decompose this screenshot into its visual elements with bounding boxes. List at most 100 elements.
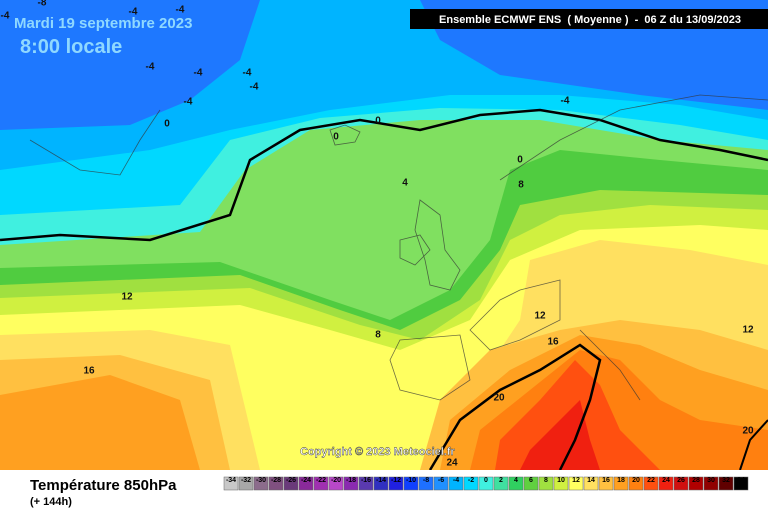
scale-swatch bbox=[673, 476, 689, 491]
scale-label: 4 bbox=[514, 477, 518, 484]
scale-label: 34 bbox=[737, 477, 745, 484]
contour-label: -4 bbox=[129, 7, 138, 18]
scale-swatch bbox=[688, 476, 704, 491]
lead-time: (+ 144h) bbox=[30, 496, 72, 508]
scale-label: 22 bbox=[647, 477, 655, 484]
scale-swatch bbox=[418, 476, 434, 491]
scale-label: -34 bbox=[226, 477, 236, 484]
contour-label: 4 bbox=[402, 178, 408, 189]
model-box bbox=[410, 9, 768, 29]
scale-label: 2 bbox=[499, 477, 503, 484]
scale-label: -24 bbox=[301, 477, 311, 484]
contour-label: -4 bbox=[176, 5, 185, 16]
scale-swatch bbox=[463, 476, 479, 491]
variable-title: Température 850hPa bbox=[30, 477, 177, 494]
scale-swatch bbox=[373, 476, 389, 491]
scale-label: 28 bbox=[692, 477, 700, 484]
contour-label: 20 bbox=[742, 426, 754, 437]
forecast-date: Mardi 19 septembre 2023 bbox=[14, 15, 192, 32]
scale-swatch bbox=[733, 476, 749, 491]
map-field bbox=[0, 0, 768, 471]
scale-label: 10 bbox=[557, 477, 565, 484]
scale-label: -4 bbox=[453, 477, 459, 484]
scale-swatch bbox=[508, 476, 524, 491]
contour-label: -4 bbox=[243, 68, 252, 79]
scale-swatch bbox=[433, 476, 449, 491]
scale-swatch bbox=[358, 476, 374, 491]
contour-label: -4 bbox=[194, 68, 203, 79]
scale-swatch bbox=[478, 476, 494, 491]
contour-label: -4 bbox=[561, 96, 570, 107]
scale-swatch bbox=[523, 476, 539, 491]
scale-label: 14 bbox=[587, 477, 595, 484]
contour-label: 12 bbox=[534, 311, 546, 322]
scale-swatch bbox=[238, 476, 254, 491]
contour-label: -8 bbox=[38, 0, 47, 9]
scale-swatch bbox=[538, 476, 554, 491]
contour-label: 24 bbox=[446, 458, 458, 469]
contour-label: 16 bbox=[83, 366, 95, 377]
contour-label: -4 bbox=[146, 62, 155, 73]
scale-label: -14 bbox=[376, 477, 386, 484]
color-scale: -34 -32 -30 -28 -26 -24 -22 -20 -18 -16 -14 -12 -10-… bbox=[223, 476, 749, 491]
contour-label: -4 bbox=[184, 97, 193, 108]
scale-swatch bbox=[343, 476, 359, 491]
scale-swatch bbox=[298, 476, 314, 491]
scale-label: -18 bbox=[346, 477, 356, 484]
scale-label: -16 bbox=[361, 477, 371, 484]
scale-swatch bbox=[703, 476, 719, 491]
contour-label: 0 bbox=[333, 132, 339, 143]
contour-label: -4 bbox=[250, 82, 259, 93]
contour-label: 12 bbox=[121, 292, 133, 303]
scale-swatch bbox=[223, 476, 239, 491]
scale-label: -10 bbox=[406, 477, 416, 484]
scale-label: 0 bbox=[484, 477, 488, 484]
scale-label: 32 bbox=[722, 477, 730, 484]
scale-label: 8 bbox=[544, 477, 548, 484]
scale-swatch bbox=[253, 476, 269, 491]
scale-swatch bbox=[553, 476, 569, 491]
scale-label: 26 bbox=[677, 477, 685, 484]
scale-swatch bbox=[448, 476, 464, 491]
scale-label: 24 bbox=[662, 477, 670, 484]
scale-label: -12 bbox=[391, 477, 401, 484]
scale-label: 18 bbox=[617, 477, 625, 484]
scale-label: -32 bbox=[241, 477, 251, 484]
scale-swatch bbox=[403, 476, 419, 491]
scale-swatch bbox=[613, 476, 629, 491]
scale-label: -30 bbox=[256, 477, 266, 484]
contour-label: -4 bbox=[1, 11, 10, 22]
scale-swatch bbox=[628, 476, 644, 491]
contour-label: 20 bbox=[493, 393, 505, 404]
scale-swatch bbox=[268, 476, 284, 491]
scale-swatch bbox=[493, 476, 509, 491]
scale-label: 6 bbox=[529, 477, 533, 484]
model-info: Ensemble ECMWF ENS ( Moyenne ) - 06 Z du… bbox=[439, 14, 741, 26]
scale-label: 30 bbox=[707, 477, 715, 484]
contour-label: 8 bbox=[375, 330, 381, 341]
scale-label: 12 bbox=[572, 477, 580, 484]
scale-swatch bbox=[598, 476, 614, 491]
copyright: Copyright © 2023 Meteociel.fr bbox=[300, 446, 456, 458]
scale-swatch bbox=[313, 476, 329, 491]
forecast-time: 8:00 locale bbox=[20, 36, 122, 58]
scale-label: -6 bbox=[438, 477, 444, 484]
scale-swatch bbox=[643, 476, 659, 491]
scale-label: -8 bbox=[423, 477, 429, 484]
contour-label: 0 bbox=[375, 116, 381, 127]
scale-label: 16 bbox=[602, 477, 610, 484]
scale-label: -28 bbox=[271, 477, 281, 484]
contour-label: 0 bbox=[164, 119, 170, 130]
contour-label: 16 bbox=[547, 337, 559, 348]
scale-label: -20 bbox=[331, 477, 341, 484]
scale-label: -26 bbox=[286, 477, 296, 484]
scale-swatch bbox=[583, 476, 599, 491]
scale-swatch bbox=[328, 476, 344, 491]
scale-label: -2 bbox=[468, 477, 474, 484]
scale-label: 20 bbox=[632, 477, 640, 484]
contour-label: 8 bbox=[518, 180, 524, 191]
scale-swatch bbox=[568, 476, 584, 491]
contour-label: 12 bbox=[742, 325, 754, 336]
scale-swatch bbox=[283, 476, 299, 491]
